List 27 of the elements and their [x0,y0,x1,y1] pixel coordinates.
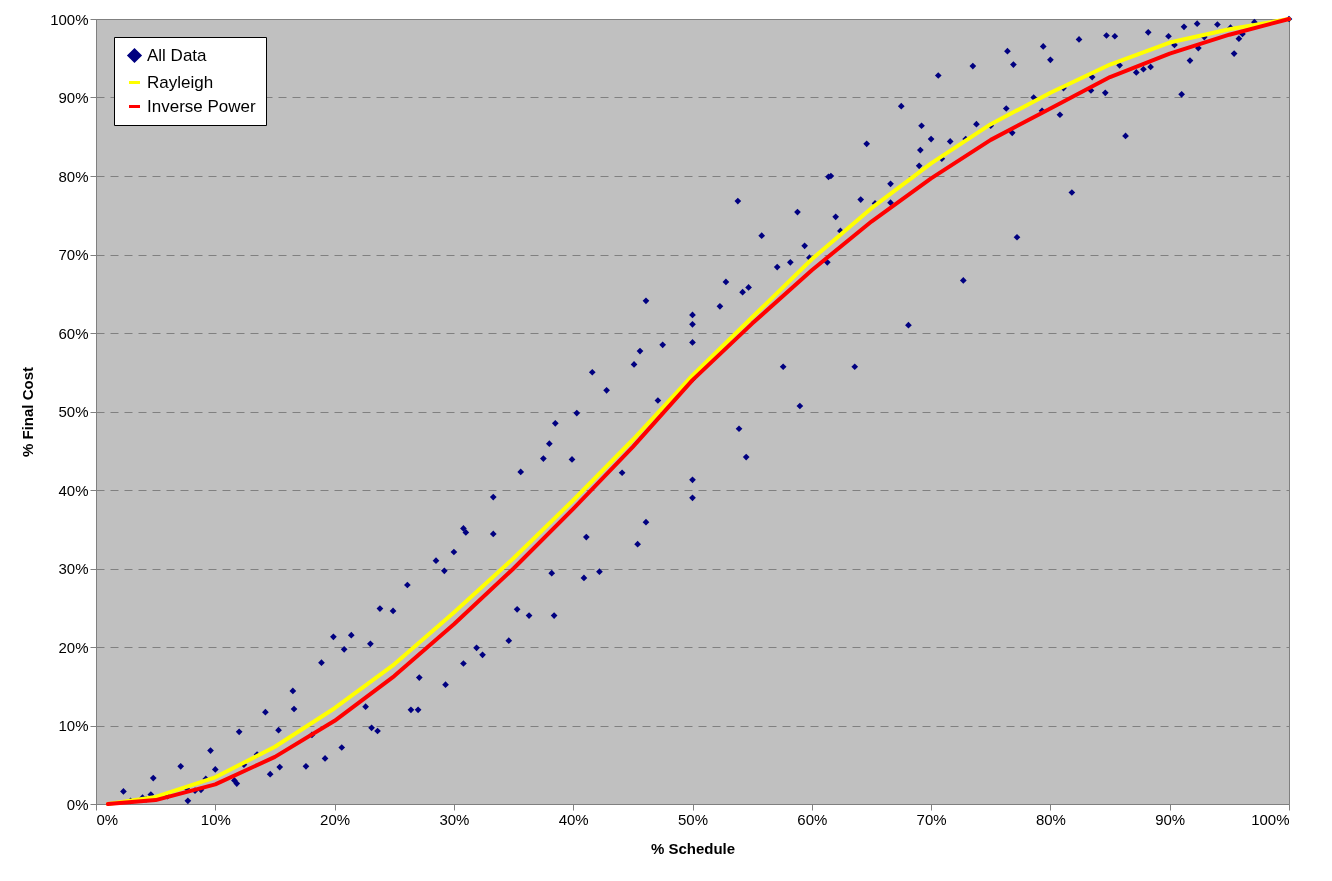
x-tick-label: 80% [1035,810,1066,828]
x-tick-label: 70% [916,810,947,828]
y-tick-label: 80% [58,167,89,185]
x-tick-label: 40% [558,810,589,828]
y-tick-label: 90% [58,89,89,106]
x-axis-title: % Schedule [650,839,736,857]
legend-label: All Data [147,45,208,65]
y-tick-label: 10% [58,717,89,734]
x-tick-label: 10% [200,810,231,828]
y-tick-label: 100% [50,10,89,28]
y-tick-label: 70% [58,246,89,263]
y-tick-label: 30% [58,560,89,577]
x-tick-label: 30% [439,810,470,828]
y-tick-label: 0% [66,795,89,813]
legend-label: Inverse Power [147,96,256,116]
x-tick-label: 50% [677,810,709,828]
x-tick-label: 0% [96,810,119,828]
x-tick-label: 20% [320,810,351,828]
y-tick-label: 50% [58,403,89,420]
y-axis-title: % Final Cost [19,366,37,458]
y-tick-label: 40% [58,481,89,499]
y-tick-label: 60% [58,324,89,342]
y-tick-label: 20% [58,638,89,656]
x-tick-label: 90% [1155,810,1186,828]
x-tick-label: 100% [1251,810,1290,828]
x-tick-label: 60% [797,810,828,828]
legend-label: Rayleigh [147,72,214,92]
